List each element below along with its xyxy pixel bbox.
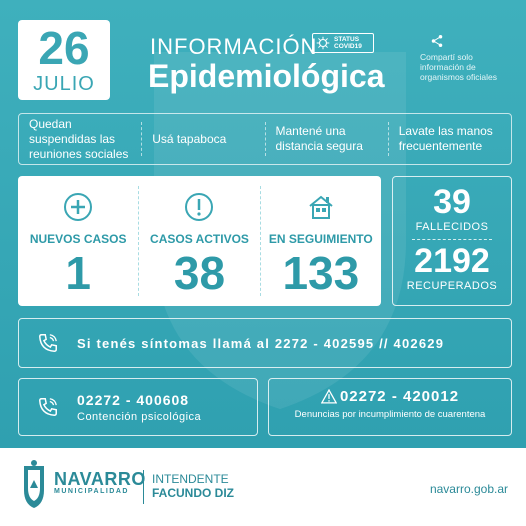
share-note: Compartí solo información de organismos …	[420, 34, 510, 82]
active-cases-value: 38	[173, 247, 226, 299]
new-cases-label: NUEVOS CASOS	[29, 232, 127, 246]
active-cases-label: CASOS ACTIVOS	[150, 232, 249, 246]
warning-icon	[320, 389, 337, 404]
cases-card: NUEVOS CASOS 1 CASOS ACTIVOS 38 EN SEGUI…	[18, 176, 381, 306]
share-text: Compartí solo información de organismos …	[420, 52, 498, 82]
report-box: 02272 - 420012 Denuncias por incumplimie…	[268, 378, 512, 436]
share-icon	[431, 35, 443, 47]
date-card: 26 JULIO	[18, 20, 110, 100]
plus-circle-icon	[64, 193, 93, 221]
recovered-label: RECUPERADOS	[406, 280, 498, 292]
date-month: JULIO	[33, 73, 95, 95]
deaths-label: FALLECIDOS	[415, 221, 489, 233]
brand: NAVARRO MUNICIPALIDAD	[54, 470, 146, 495]
brand-sub: MUNICIPALIDAD	[54, 488, 129, 495]
municipality-logo-icon	[24, 460, 44, 508]
divider	[143, 470, 144, 504]
virus-icon	[316, 36, 330, 50]
report-number: 02272 - 420012	[339, 388, 460, 405]
deaths-value: 39	[433, 183, 471, 221]
active-cases: CASOS ACTIVOS 38	[139, 186, 261, 299]
psych-label: Contención psicológica	[77, 410, 202, 423]
symptoms-row: Si tenés síntomas llamá al 2272 - 402595…	[18, 318, 512, 368]
footer: NAVARRO MUNICIPALIDAD INTENDENTE FACUNDO…	[0, 448, 526, 526]
status-badge: STATUS COVID19	[312, 33, 374, 53]
exclamation-circle-icon	[185, 193, 214, 221]
date-day: 26	[38, 22, 90, 74]
symptoms-text: Si tenés síntomas llamá al 2272 - 402595…	[77, 335, 445, 351]
advice-item: Mantené una distancia segura	[266, 122, 389, 156]
phone-icon	[39, 398, 57, 416]
divider	[412, 239, 492, 240]
phone-icon	[39, 334, 57, 352]
psych-number: 02272 - 400608	[77, 391, 190, 408]
monitoring-cases-label: EN SEGUIMIENTO	[268, 232, 373, 246]
totals-card: 39 FALLECIDOS 2192 RECUPERADOS	[392, 176, 512, 306]
report-label: Denuncias por incumplimiento de cuarente…	[294, 409, 486, 420]
intendente: INTENDENTE FACUNDO DIZ	[152, 472, 234, 500]
brand-name: NAVARRO	[54, 469, 146, 489]
monitoring-cases: EN SEGUIMIENTO 133	[261, 186, 381, 299]
status-line1: STATUS	[334, 36, 360, 43]
psych-support-box: 02272 - 400608 Contención psicológica	[18, 378, 258, 436]
mayor-name: FACUNDO DIZ	[152, 486, 234, 500]
monitoring-cases-value: 133	[282, 247, 360, 299]
house-icon	[309, 195, 333, 219]
recovered-value: 2192	[414, 242, 490, 280]
status-line2: COVID19	[334, 43, 362, 50]
title-line1: INFORMACIÓN	[150, 34, 318, 59]
new-cases-value: 1	[65, 247, 91, 299]
advice-item: Usá tapaboca	[142, 122, 266, 156]
role: INTENDENTE	[152, 472, 229, 486]
website-link[interactable]: navarro.gob.ar	[429, 482, 508, 496]
advice-item: Lavate las manos frecuentemente	[398, 124, 493, 153]
advice-item: Quedan suspendidas las reuniones sociale…	[19, 117, 143, 161]
advice-row: Quedan suspendidas las reuniones sociale…	[18, 113, 512, 165]
new-cases: NUEVOS CASOS 1	[18, 186, 140, 299]
title-line2: Epidemiológica	[148, 58, 385, 94]
